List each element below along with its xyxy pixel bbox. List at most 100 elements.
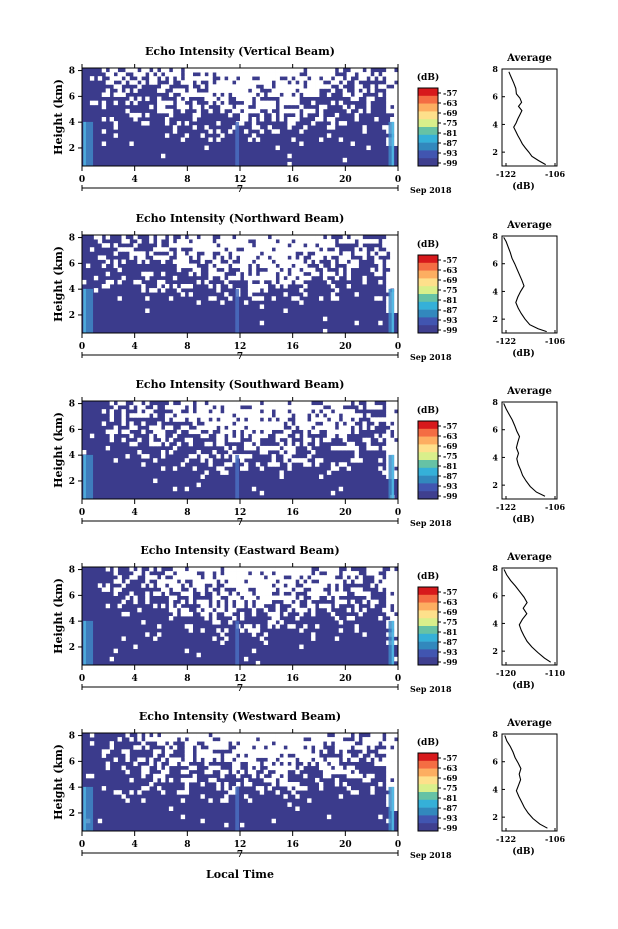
heatmap-gap	[362, 425, 367, 430]
heatmap-gap	[386, 450, 391, 455]
heatmap-gap	[322, 328, 328, 334]
heatmap-gap	[267, 401, 272, 406]
heatmap-gap	[251, 84, 257, 89]
heatmap-gap	[307, 405, 312, 410]
heatmap-gap	[386, 243, 391, 248]
heatmap-gap	[342, 235, 348, 240]
heatmap-gap	[157, 104, 162, 110]
heatmap-gap	[299, 88, 304, 93]
heatmap-gap	[220, 84, 225, 89]
heatmap-gap	[192, 112, 197, 118]
heatmap-gap	[236, 263, 241, 269]
profile-y-tick-label: 4	[492, 452, 498, 462]
heatmap-gap	[394, 84, 399, 89]
heatmap-gap	[295, 267, 300, 273]
heatmap-gap	[346, 263, 351, 269]
heatmap-gap	[326, 741, 332, 746]
heatmap-gap	[307, 741, 312, 746]
heatmap-gap	[394, 129, 399, 134]
heatmap-gap	[394, 474, 399, 479]
colorbar-tick-label: -81	[443, 295, 457, 305]
heatmap-gap	[224, 239, 229, 244]
heatmap-gap	[216, 129, 221, 134]
heatmap-gap	[184, 591, 190, 596]
heatmap-gap	[243, 777, 249, 783]
heatmap-gap	[386, 571, 391, 576]
heatmap-gap	[196, 749, 201, 754]
heatmap-gap	[228, 112, 233, 118]
heatmap-gap	[176, 583, 182, 588]
heatmap-gap	[208, 405, 213, 410]
heatmap-gap	[275, 259, 280, 264]
heatmap-gap	[196, 108, 201, 114]
heatmap-gap	[330, 737, 336, 742]
heatmap-gap	[319, 765, 324, 771]
heatmap-gap	[255, 275, 261, 281]
heatmap-gap	[303, 773, 308, 779]
heatmap-gap	[374, 117, 379, 122]
heatmap-gap	[307, 437, 312, 443]
heatmap-gap	[346, 786, 351, 791]
heatmap-gap	[176, 267, 182, 273]
heatmap-gap	[125, 100, 130, 106]
heatmap-gap	[287, 624, 292, 629]
heatmap-gap	[390, 579, 395, 584]
heatmap-gap	[216, 284, 221, 289]
heatmap-gap	[263, 271, 269, 277]
profile-y-tick-label: 6	[492, 92, 498, 102]
x-tick-label: 20	[339, 342, 352, 352]
heatmap-gap	[366, 100, 371, 106]
heatmap-gap	[220, 80, 225, 85]
heatmap-gap	[287, 583, 292, 588]
heatmap-gap	[180, 571, 186, 576]
y-tick-label: 8	[69, 67, 75, 77]
heatmap-gap	[133, 68, 138, 73]
heatmap-gap	[299, 243, 304, 248]
heatmap-gap	[168, 616, 174, 621]
colorbar-unit: (dB)	[417, 571, 439, 582]
heatmap-gap	[311, 267, 316, 273]
heatmap-gap	[291, 737, 296, 742]
heatmap-gap	[390, 259, 395, 264]
heatmap-gap	[236, 749, 241, 754]
heatmap-gap	[390, 409, 395, 414]
heatmap-gap	[228, 737, 233, 742]
heatmap-gap	[157, 247, 162, 252]
heatmap-gap	[161, 575, 166, 580]
heatmap-gap	[287, 599, 292, 605]
heatmap-gap	[263, 405, 269, 410]
heatmap-gap	[192, 68, 197, 73]
heatmap-gap	[299, 741, 304, 746]
heatmap-gap	[283, 267, 288, 273]
panel-title: Echo Intensity (Westward Beam)	[139, 710, 341, 723]
heatmap-gap	[180, 737, 186, 742]
heatmap-gap	[342, 769, 348, 775]
heatmap-gap	[366, 591, 371, 596]
heatmap-gap	[240, 458, 245, 463]
heatmap-gap	[390, 80, 395, 85]
heatmap-gap	[251, 632, 257, 637]
colorbar-tick-label: -93	[443, 315, 458, 325]
heatmap-gap	[121, 599, 126, 605]
heatmap-gap	[247, 591, 253, 596]
heatmap-gap	[394, 108, 399, 114]
heatmap-gap	[295, 737, 300, 742]
heatmap-gap	[113, 133, 118, 138]
colorbar-swatch	[418, 262, 438, 271]
heatmap-gap	[394, 794, 399, 799]
heatmap-gap	[287, 153, 292, 159]
heatmap-gap	[105, 271, 111, 277]
heatmap-gap	[319, 417, 324, 422]
heatmap-gap	[390, 271, 395, 277]
heatmap-gap	[279, 235, 284, 240]
heatmap-gap	[315, 72, 320, 77]
heatmap-gap	[299, 644, 304, 650]
heatmap-gap	[180, 814, 186, 820]
heatmap-gap	[295, 263, 300, 269]
heatmap-gap	[153, 737, 158, 742]
heatmap-gap	[161, 84, 166, 89]
heatmap-gap	[346, 271, 351, 277]
heatmap-gap	[200, 409, 205, 414]
heatmap-gap	[386, 96, 391, 102]
heatmap-gap	[263, 255, 269, 260]
